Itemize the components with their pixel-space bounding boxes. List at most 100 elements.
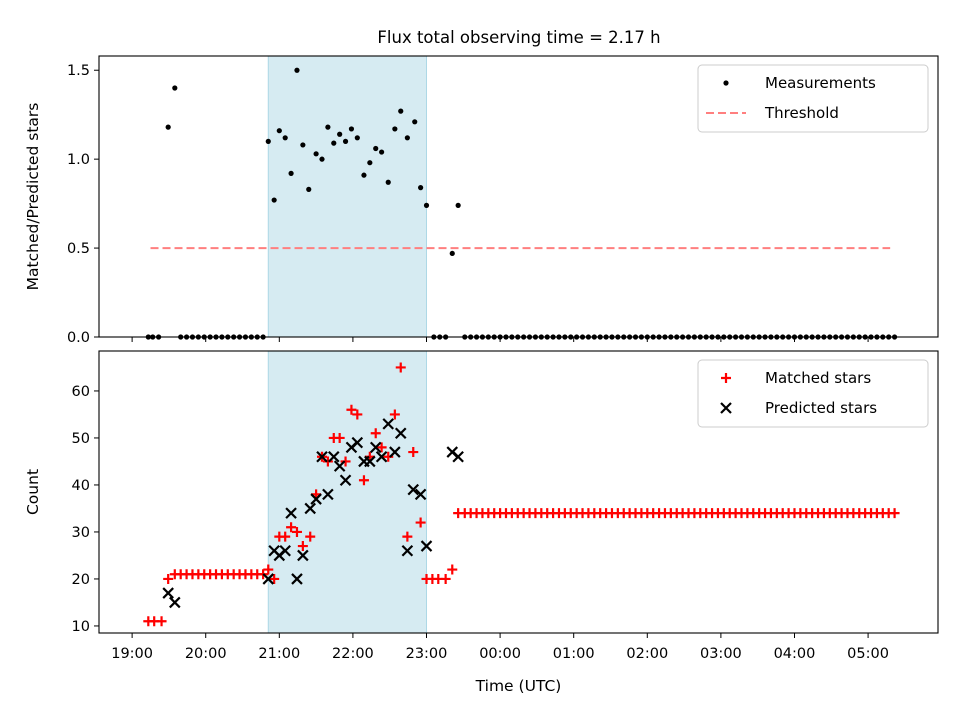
data-point <box>304 502 316 515</box>
legend-label: Matched stars <box>765 369 871 387</box>
legend-label: Measurements <box>765 74 876 92</box>
shaded-region <box>267 55 428 338</box>
data-point <box>352 409 363 420</box>
series-matched-stars <box>143 362 900 627</box>
data-point <box>358 475 369 486</box>
data-point <box>351 436 364 449</box>
data-point <box>279 544 291 557</box>
data-point <box>404 135 410 141</box>
data-point <box>423 202 430 208</box>
x-tick-label: 23:00 <box>406 646 448 662</box>
data-point <box>313 151 319 157</box>
data-point <box>354 135 360 141</box>
data-point <box>382 418 395 430</box>
data-point <box>369 441 382 454</box>
chart-title: Flux total observing time = 2.17 h <box>377 28 660 47</box>
data-point <box>282 135 288 141</box>
data-point <box>340 456 351 467</box>
data-point <box>333 460 346 472</box>
data-point <box>401 544 414 557</box>
data-point <box>163 573 174 584</box>
data-point <box>379 149 385 155</box>
data-point <box>337 131 343 137</box>
x-tick-label: 02:00 <box>626 646 668 662</box>
x-tick-label: 21:00 <box>258 646 300 662</box>
data-point <box>291 573 303 585</box>
data-point <box>300 142 306 148</box>
data-point <box>331 140 337 146</box>
legend-label: Threshold <box>764 104 839 122</box>
data-point <box>389 409 400 420</box>
data-point <box>376 442 387 453</box>
x-tick-label: 04:00 <box>774 646 816 662</box>
data-point <box>280 531 291 542</box>
data-point <box>265 138 271 144</box>
data-point <box>415 517 426 528</box>
legend-marker <box>721 373 731 383</box>
data-point <box>297 541 308 552</box>
legend: Matched stars Predicted stars <box>697 359 929 428</box>
data-point <box>316 450 328 463</box>
bottom-panel: 10 20 30 40 50 60 19:00 20:00 21:00 22:00 23:00 00:… <box>24 350 939 695</box>
y-axis-label: Matched/Predicted stars <box>24 103 42 291</box>
data-point <box>169 596 181 609</box>
data-point <box>172 85 178 91</box>
y-tick-label: 1.5 <box>67 63 90 79</box>
data-point <box>327 450 340 463</box>
data-point <box>420 540 433 552</box>
data-point <box>262 573 275 585</box>
data-point <box>342 138 349 144</box>
data-point <box>286 522 297 533</box>
data-point <box>398 108 404 114</box>
data-point <box>889 508 900 519</box>
y-tick-label: 60 <box>72 384 90 400</box>
data-point <box>346 404 357 415</box>
axes-frame <box>98 350 939 634</box>
y-axis-label: Count <box>24 469 42 515</box>
data-point <box>385 179 391 185</box>
data-point <box>455 202 461 208</box>
data-point <box>288 170 294 176</box>
data-point <box>348 126 355 132</box>
data-point <box>370 428 381 439</box>
data-point <box>263 564 274 575</box>
data-point <box>418 185 424 191</box>
y-tick-label: 10 <box>72 619 90 635</box>
x-tick-label: 19:00 <box>111 646 153 662</box>
data-point <box>373 145 379 152</box>
legend-box <box>697 359 929 428</box>
data-point <box>449 250 455 257</box>
x-tick-label: 22:00 <box>332 646 374 662</box>
data-point <box>408 447 419 458</box>
y-tick-label: 30 <box>72 525 90 541</box>
y-tick-label: 1.0 <box>67 152 90 168</box>
data-point <box>156 616 167 627</box>
data-point <box>322 488 334 501</box>
data-point <box>452 450 464 463</box>
data-point <box>361 172 367 178</box>
data-point <box>276 128 282 134</box>
top-panel: 0.0 0.5 1.0 1.5 Matched/Predicted stars Measu… <box>24 55 939 346</box>
data-point <box>447 564 458 575</box>
data-point <box>402 531 413 542</box>
data-point <box>294 67 300 73</box>
data-point <box>394 427 407 440</box>
y-tick-label: 40 <box>72 478 90 494</box>
y-tick-label: 50 <box>72 431 90 447</box>
data-point <box>407 483 420 496</box>
x-tick-label: 00:00 <box>479 646 521 662</box>
data-point <box>269 573 280 584</box>
data-point <box>414 488 427 501</box>
data-point <box>162 587 174 599</box>
x-tick-label: 20:00 <box>185 646 227 662</box>
data-point <box>334 432 345 443</box>
data-point <box>322 456 333 467</box>
x-tick-label: 05:00 <box>847 646 889 662</box>
data-point <box>285 507 297 519</box>
data-point <box>305 531 316 542</box>
data-point <box>392 126 398 132</box>
y-tick-label: 0.0 <box>67 330 90 346</box>
data-point <box>271 197 277 203</box>
data-point <box>412 119 418 125</box>
